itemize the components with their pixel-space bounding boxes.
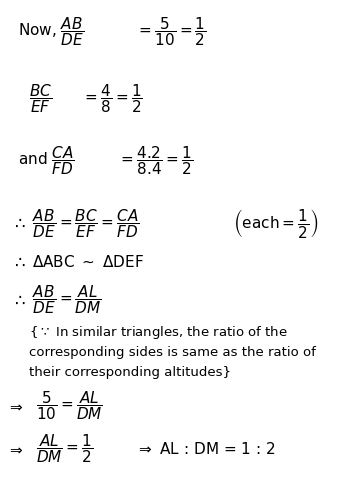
Text: Now, $\dfrac{AB}{DE}$: Now, $\dfrac{AB}{DE}$ (18, 15, 84, 48)
Text: {$\because$ In similar triangles, the ratio of the: {$\because$ In similar triangles, the ra… (29, 324, 287, 341)
Text: $\dfrac{AB}{DE} = \dfrac{AL}{DM}$: $\dfrac{AB}{DE} = \dfrac{AL}{DM}$ (32, 284, 102, 316)
Text: and $\dfrac{CA}{FD}$: and $\dfrac{CA}{FD}$ (18, 144, 74, 177)
Text: $\Rightarrow$ AL : DM = 1 : 2: $\Rightarrow$ AL : DM = 1 : 2 (136, 441, 275, 457)
Text: $\therefore$: $\therefore$ (11, 214, 25, 232)
Text: $= \dfrac{5}{10} = \dfrac{1}{2}$: $= \dfrac{5}{10} = \dfrac{1}{2}$ (136, 15, 207, 48)
Text: $\Rightarrow$: $\Rightarrow$ (7, 398, 24, 413)
Text: $\dfrac{AL}{DM} = \dfrac{1}{2}$: $\dfrac{AL}{DM} = \dfrac{1}{2}$ (36, 432, 93, 465)
Text: corresponding sides is same as the ratio of: corresponding sides is same as the ratio… (29, 346, 315, 360)
Text: $= \dfrac{4}{8} = \dfrac{1}{2}$: $= \dfrac{4}{8} = \dfrac{1}{2}$ (82, 82, 143, 115)
Text: $= \dfrac{4.2}{8.4} = \dfrac{1}{2}$: $= \dfrac{4.2}{8.4} = \dfrac{1}{2}$ (118, 144, 193, 177)
Text: $\Delta$ABC $\sim$ $\Delta$DEF: $\Delta$ABC $\sim$ $\Delta$DEF (32, 253, 144, 270)
Text: $\therefore$: $\therefore$ (11, 291, 25, 309)
Text: $\left(\mathrm{each} = \dfrac{1}{2}\right)$: $\left(\mathrm{each} = \dfrac{1}{2}\righ… (233, 207, 318, 240)
Text: $\dfrac{5}{10} = \dfrac{AL}{DM}$: $\dfrac{5}{10} = \dfrac{AL}{DM}$ (36, 389, 103, 422)
Text: $\dfrac{BC}{EF}$: $\dfrac{BC}{EF}$ (29, 82, 52, 115)
Text: $\therefore$: $\therefore$ (11, 252, 25, 271)
Text: $\Rightarrow$: $\Rightarrow$ (7, 441, 24, 456)
Text: $\dfrac{AB}{DE} = \dfrac{BC}{EF} = \dfrac{CA}{FD}$: $\dfrac{AB}{DE} = \dfrac{BC}{EF} = \dfra… (32, 207, 140, 240)
Text: their corresponding altitudes}: their corresponding altitudes} (29, 366, 231, 380)
